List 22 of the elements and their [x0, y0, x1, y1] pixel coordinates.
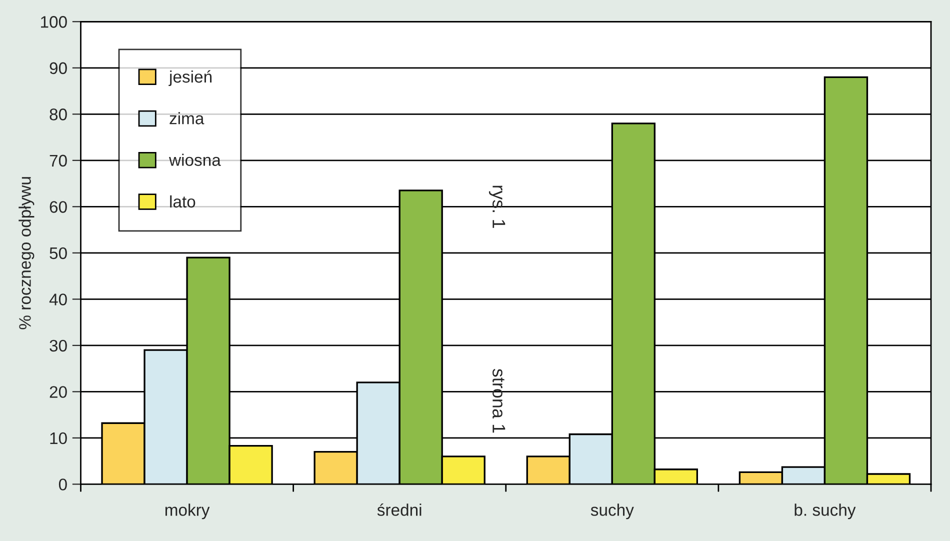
y-tick-label: 80 [50, 108, 67, 120]
legend-label: lato [170, 195, 196, 208]
y-tick-label: 0 [58, 478, 67, 490]
legend-label: jesień [168, 70, 212, 86]
y-tick-label: 50 [50, 247, 67, 260]
y-axis-title: % rocznego odpływu [18, 177, 34, 330]
x-tick-label: średni [377, 503, 422, 516]
annotation: strona 1 [492, 368, 506, 433]
y-tick-label: 60 [50, 201, 67, 213]
x-tick-label: b. suchy [794, 504, 856, 520]
y-tick-label: 90 [50, 62, 67, 74]
annotation: rys. 1 [488, 186, 506, 228]
y-tick-label: 30 [50, 340, 67, 352]
y-tick-label: 70 [50, 154, 67, 167]
x-tick-label: suchy [590, 504, 634, 520]
y-tick-label: 20 [50, 386, 67, 398]
y-tick-label: 10 [50, 432, 67, 444]
y-tick-label: 100 [41, 16, 67, 28]
legend-label: wiosna [168, 154, 221, 166]
y-tick-label: 40 [49, 294, 67, 306]
x-tick-label: mokry [165, 504, 210, 520]
legend-label: zima [170, 112, 204, 124]
